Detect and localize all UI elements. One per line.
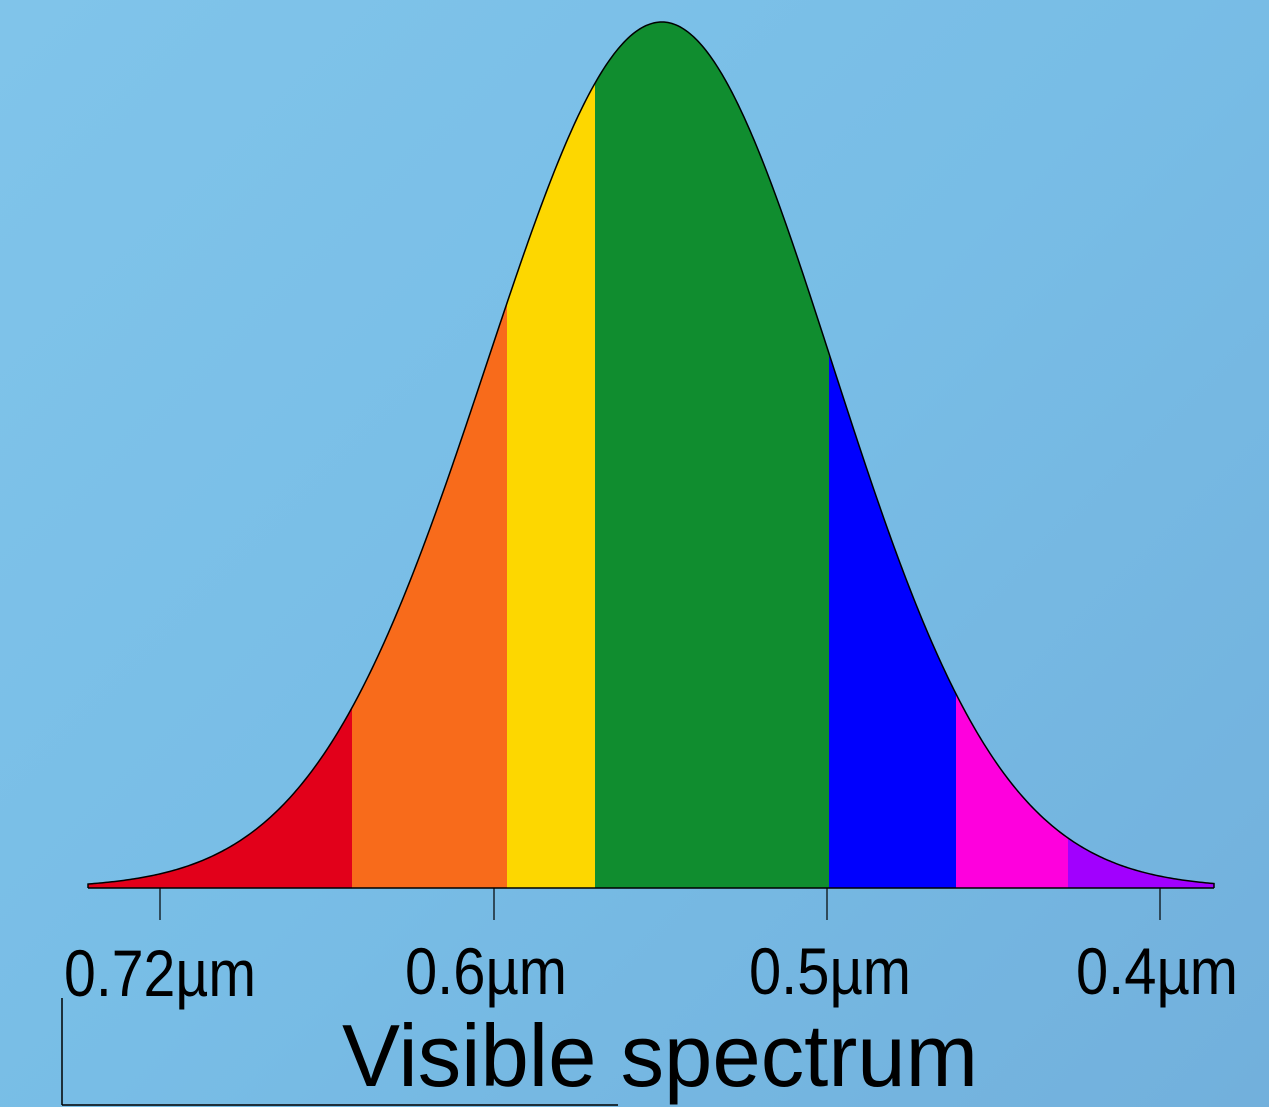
tick-label-1: 0.6µm — [405, 934, 567, 1008]
band-orange — [352, 22, 507, 888]
title-bracket — [61, 998, 618, 1106]
band-blue — [829, 22, 956, 888]
band-red — [88, 22, 352, 888]
band-magenta — [956, 22, 1068, 888]
tick-label-3: 0.4µm — [1076, 934, 1238, 1008]
spectrum-bands — [88, 22, 1214, 888]
band-green — [595, 22, 829, 888]
diagram-title: Visible spectrum — [342, 1006, 978, 1105]
band-yellow — [507, 22, 595, 888]
wavelength-axis: 0.72µm 0.6µm 0.5µm 0.4µm — [64, 888, 1238, 1010]
band-violet — [1068, 22, 1214, 888]
tick-label-2: 0.5µm — [749, 934, 911, 1008]
bell-curve-outline — [87, 21, 1215, 888]
tick-label-0: 0.72µm — [64, 936, 256, 1010]
